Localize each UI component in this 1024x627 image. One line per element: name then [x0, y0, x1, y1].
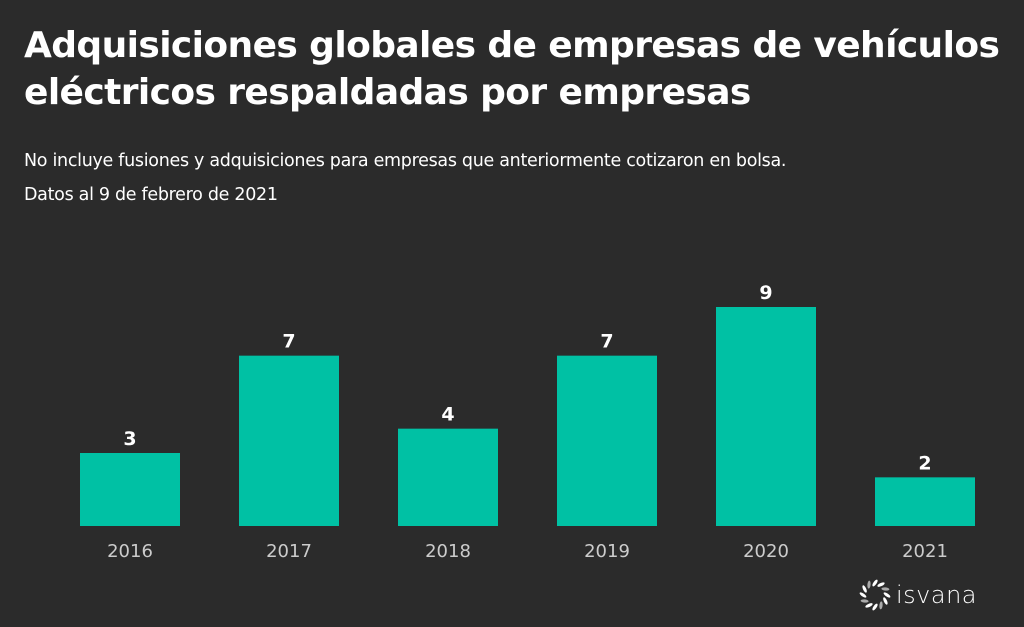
- date-note: Datos al 9 de febrero de 2021: [24, 185, 278, 205]
- x-tick-label-2020: 2020: [743, 541, 789, 562]
- x-tick-label-2021: 2021: [902, 541, 948, 562]
- bar-2018: [398, 428, 498, 526]
- x-tick-label-2019: 2019: [584, 541, 630, 562]
- bar-2021: [875, 477, 975, 526]
- data-label-2018: 4: [441, 404, 454, 426]
- chart-title: Adquisiciones globales de empresas de ve…: [24, 25, 1000, 113]
- data-label-2021: 2: [918, 452, 931, 474]
- bar-2020: [716, 307, 816, 526]
- data-label-2019: 7: [600, 331, 613, 353]
- x-tick-label-2018: 2018: [425, 541, 471, 562]
- bar-2019: [557, 355, 657, 526]
- chart-subtitle: No incluye fusiones y adquisiciones para…: [24, 151, 787, 171]
- data-label-2017: 7: [282, 331, 295, 353]
- isvana-logo-icon: [859, 579, 891, 611]
- x-tick-label-2016: 2016: [107, 541, 153, 562]
- data-label-2020: 9: [759, 282, 772, 304]
- data-label-2016: 3: [123, 428, 136, 450]
- logo-text: isvana: [896, 581, 977, 609]
- bar-2016: [80, 453, 180, 526]
- x-tick-label-2017: 2017: [266, 541, 312, 562]
- brand-logo: isvana: [858, 578, 977, 612]
- bar-2017: [239, 355, 339, 526]
